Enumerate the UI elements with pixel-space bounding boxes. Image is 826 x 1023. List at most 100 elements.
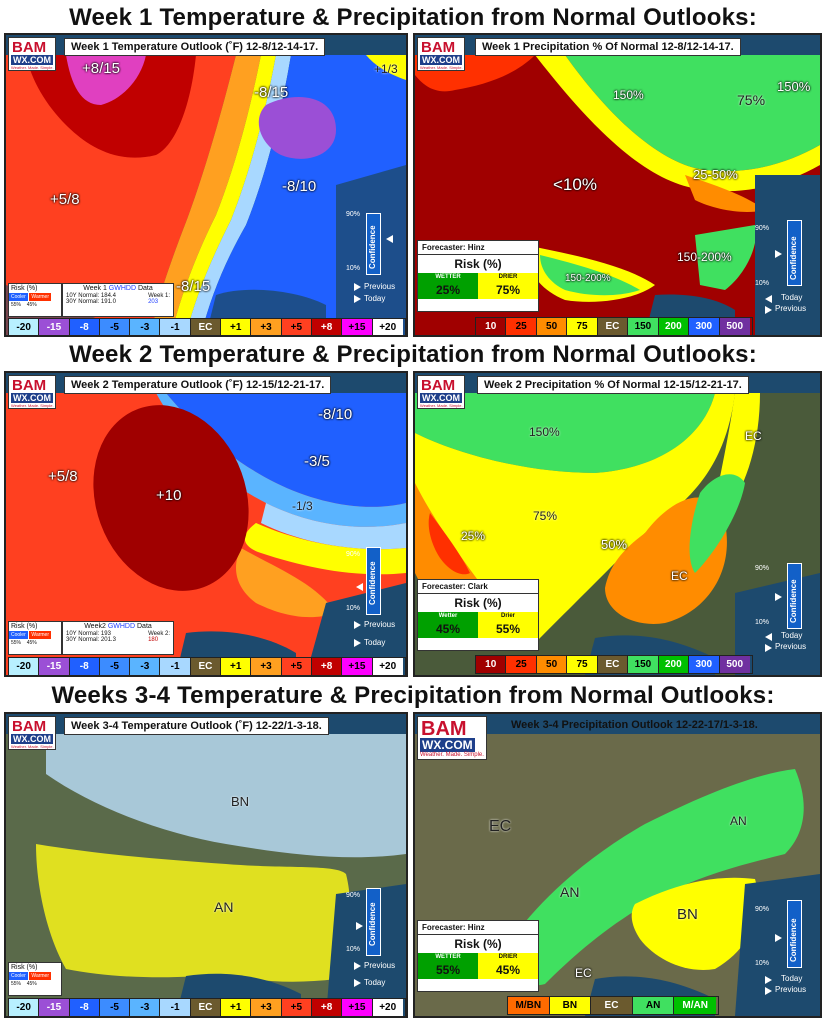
legend-swatch: -1 [160, 319, 191, 335]
confidence-high: 90% [346, 892, 361, 899]
panel-title: Week 3-4 Precipitation Outlook 12-22-17/… [511, 719, 758, 731]
legend-swatch: +15 [342, 658, 373, 675]
logo-tagline: Weather. Made. Simple. [11, 65, 54, 70]
logo-text: BAM [12, 718, 47, 735]
logo-text: BAM [421, 718, 467, 740]
legend-swatch: +3 [251, 319, 282, 335]
legend-swatch: 10 [476, 318, 507, 335]
map-label: -8/15 [176, 278, 211, 295]
week1-heading: Week 1 Temperature & Precipitation from … [69, 4, 757, 31]
today-label: Today [364, 294, 386, 303]
panel-title: Week 2 Temperature Outlook (˚F) 12-15/12… [64, 376, 332, 394]
legend-swatch: -15 [39, 999, 70, 1016]
previous-marker-icon [765, 987, 772, 995]
logo-text: BAM [421, 377, 456, 394]
gwhdd-week-label: Week 2: [148, 631, 170, 637]
panel-title: Week 2 Precipitation % Of Normal 12-15/1… [477, 376, 749, 394]
today-label: Today [781, 631, 803, 640]
risk-box: Risk (%) Cooler Warmer 55% 45% [8, 283, 62, 317]
today-marker-icon [765, 295, 772, 303]
legend-swatch: EC [190, 999, 222, 1016]
confidence-high: 90% [755, 225, 770, 232]
panel-title: Week 1 Temperature Outlook (˚F) 12-8/12-… [64, 38, 326, 56]
week34-heading: Weeks 3-4 Temperature & Precipitation fr… [51, 682, 775, 709]
week34-temperature-map [6, 714, 406, 1016]
confidence-arrow-icon [366, 888, 381, 956]
confidence-indicator: 90% 10% Confidence Previous Today [346, 203, 406, 313]
gwhdd-title: Week 1 [83, 285, 107, 292]
legend-swatch: -8 [69, 658, 100, 675]
forecaster-label: Forecaster: Hinz [418, 921, 538, 935]
confidence-low: 10% [755, 280, 770, 287]
confidence-high: 90% [755, 565, 770, 572]
legend-swatch: -5 [99, 999, 131, 1016]
legend-swatch: -20 [9, 999, 40, 1016]
bam-logo: BAM WX.COM Weather. Made. Simple. [417, 37, 465, 71]
confidence-low: 10% [346, 946, 361, 953]
today-marker-icon [775, 593, 782, 601]
previous-marker-icon [354, 962, 361, 970]
legend-swatch: BN [549, 997, 592, 1014]
previous-marker-icon [354, 621, 361, 629]
confidence-label: Confidence [789, 579, 798, 623]
map-label: -3/5 [304, 453, 330, 470]
precipitation-risk-box: Forecaster: Clark Risk (%) Wetter 45% Dr… [417, 579, 539, 651]
today-label: Today [781, 293, 803, 302]
today-label: Today [364, 978, 386, 987]
legend-swatch: 50 [536, 318, 568, 335]
gwhdd-week-value: 180 [148, 637, 159, 643]
map-label: +10 [156, 487, 182, 504]
week34-precipitation-map-panel: BAM WX.COM Weather. Made. Simple. Week 3… [413, 712, 822, 1018]
risk-box: Risk (%) Cooler Warmer 55% 45% [8, 621, 62, 655]
legend-swatch: +20 [372, 999, 403, 1016]
map-label: +8/15 [82, 60, 120, 77]
map-label: 150-200% [677, 250, 732, 264]
cooler-value: 55% [11, 302, 22, 308]
precipitation-legend: M/BN BN EC AN M/AN [507, 996, 719, 1015]
drier-value: 55% [495, 622, 521, 636]
map-label: 50% [601, 537, 628, 552]
panel-title: Week 3-4 Temperature Outlook (˚F) 12-22/… [64, 717, 329, 735]
previous-marker-icon [354, 283, 361, 291]
map-label: 25% [461, 529, 486, 543]
logo-tagline: Weather. Made. Simple. [11, 744, 54, 749]
map-label: 150% [529, 425, 560, 439]
gwhdd-link[interactable]: GWHDD [107, 623, 136, 630]
legend-swatch: +5 [281, 658, 312, 675]
logo-domain: WX.COM [11, 55, 53, 65]
map-label: EC [745, 429, 762, 443]
map-label: AN [560, 884, 580, 900]
legend-swatch: 25 [506, 656, 537, 673]
warmer-label: Warmer [29, 972, 51, 980]
gwhdd-10y-normal: 10Y Normal: 184.4 [66, 293, 116, 299]
confidence-arrow-icon [787, 900, 802, 968]
today-marker-icon [775, 934, 782, 942]
temperature-legend: -20 -15 -8 -5 -3 -1 EC +1 +3 +5 +8 +15 +20 [8, 657, 406, 675]
legend-swatch: 300 [689, 656, 720, 673]
previous-label: Previous [775, 304, 807, 313]
confidence-low: 10% [346, 605, 361, 612]
confidence-high: 90% [755, 906, 770, 913]
logo-tagline: Weather. Made. Simple. [420, 752, 484, 758]
logo-text: BAM [12, 39, 47, 56]
drier-label: DRIER [498, 274, 518, 280]
legend-swatch: +8 [311, 319, 343, 335]
gwhdd-week-value: 203 [148, 299, 159, 305]
logo-tagline: Weather. Made. Simple. [420, 403, 463, 408]
legend-swatch: 200 [658, 318, 690, 335]
bam-logo: BAM WX.COM Weather. Made. Simple. [8, 375, 56, 409]
confidence-high: 90% [346, 551, 361, 558]
risk-title: Risk (%) [454, 257, 502, 271]
legend-swatch: 200 [658, 656, 690, 673]
temperature-legend: -20 -15 -8 -5 -3 -1 EC +1 +3 +5 +8 +15 +20 [8, 998, 406, 1016]
logo-domain: WX.COM [11, 734, 53, 744]
logo-text: BAM [12, 377, 47, 394]
wetter-label: WETTER [435, 954, 461, 960]
confidence-arrow-icon [366, 547, 381, 615]
today-marker-icon [356, 583, 363, 591]
risk-title: Risk (%) [454, 937, 502, 951]
bam-logo: BAM WX.COM Weather. Made. Simple. [417, 716, 487, 760]
legend-swatch: M/BN [508, 997, 550, 1014]
gwhdd-link[interactable]: GWHDD [108, 285, 137, 292]
precipitation-risk-box: Forecaster: Hinz Risk (%) WETTER 25% DRI… [417, 240, 539, 312]
